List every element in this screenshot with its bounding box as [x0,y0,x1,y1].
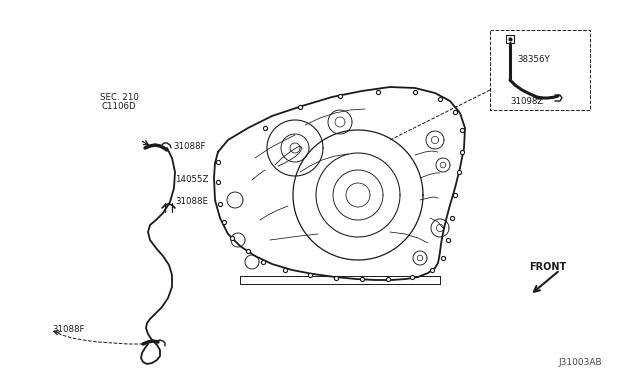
Text: FRONT: FRONT [529,262,566,272]
Text: SEC. 210: SEC. 210 [100,93,139,102]
Bar [490,30,590,110]
Text: 31088E: 31088E [175,197,208,206]
Text: 14055Z: 14055Z [175,175,209,184]
Text: J31003AB: J31003AB [558,358,602,367]
Text: C1106D: C1106D [102,102,136,111]
Text: 31088F: 31088F [173,142,205,151]
Text: 31098Z: 31098Z [510,97,543,106]
Text: 38356Y: 38356Y [517,55,550,64]
Text: 31088F: 31088F [52,325,84,334]
